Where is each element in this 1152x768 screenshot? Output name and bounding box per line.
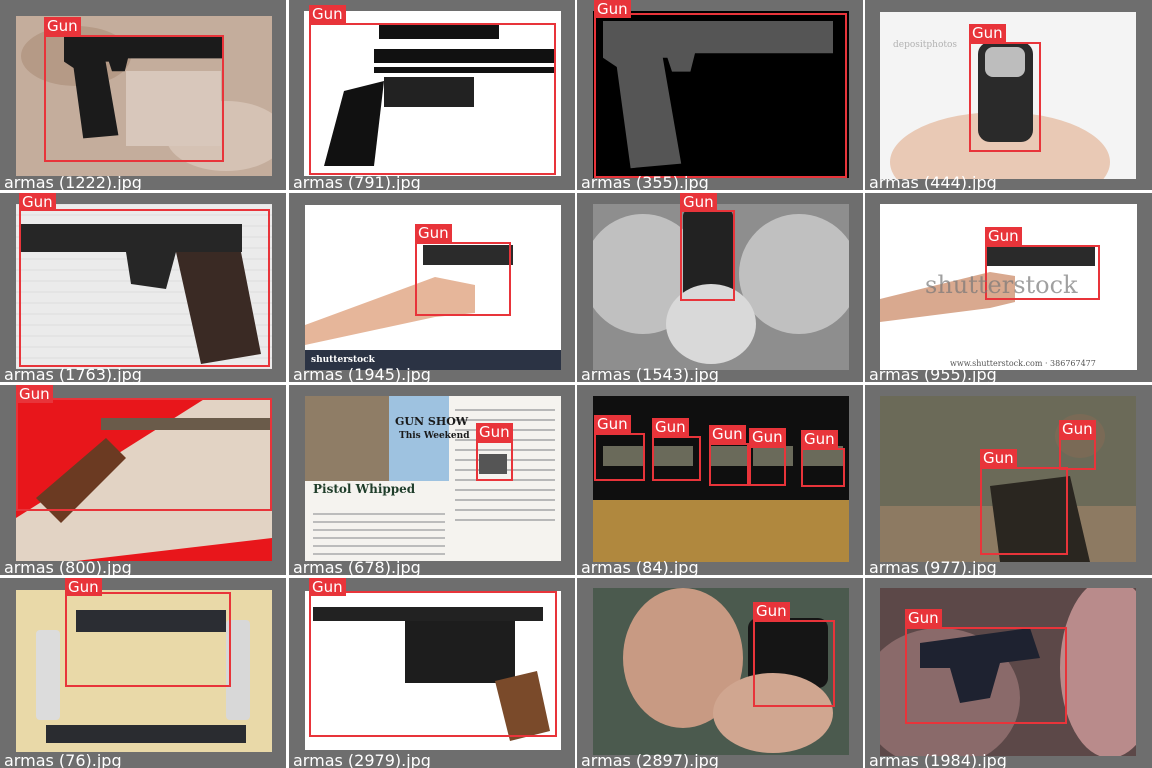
tile-filename: armas (76).jpg bbox=[4, 751, 122, 768]
image-tile[interactable]: Gun armas (678).jpg Pistol Whipped GUN SHOW… bbox=[289, 385, 575, 575]
pistol-shape bbox=[603, 21, 833, 169]
tile-filename: armas (355).jpg bbox=[581, 173, 709, 191]
tile-filename: armas (1763).jpg bbox=[4, 365, 142, 383]
detection-label: Gun bbox=[476, 423, 513, 441]
tile-filename: armas (444).jpg bbox=[869, 173, 997, 191]
tile-filename: armas (84).jpg bbox=[581, 558, 699, 576]
image-tile[interactable]: Gun Gun armas (977).jpg bbox=[865, 385, 1152, 575]
tile-filename: armas (2979).jpg bbox=[293, 751, 431, 768]
image-tile[interactable]: Gun armas (1222).jpg bbox=[0, 0, 286, 190]
detection-label: Gun bbox=[753, 602, 790, 620]
image-tile[interactable]: Gun armas (1763).jpg bbox=[0, 193, 286, 382]
image-tile[interactable]: Gun armas (800).jpg bbox=[0, 385, 286, 575]
image-tile[interactable]: Gun armas (1543).jpg bbox=[577, 193, 863, 382]
detection-label: Gun bbox=[680, 193, 717, 211]
shutterstock-watermark: shutterstock bbox=[311, 355, 375, 365]
detection-label: Gun bbox=[16, 385, 53, 403]
detection-label: Gun bbox=[652, 418, 689, 436]
detection-label: Gun bbox=[19, 193, 56, 211]
tile-photo bbox=[593, 588, 849, 755]
detection-label: Gun bbox=[980, 449, 1017, 467]
detection-label: Gun bbox=[594, 415, 631, 433]
shutterstock-url: www.shutterstock.com · 386767477 bbox=[950, 359, 1096, 368]
tile-filename: armas (1984).jpg bbox=[869, 751, 1007, 768]
tile-photo bbox=[880, 396, 1136, 562]
tile-photo bbox=[593, 204, 849, 370]
pistol-shape bbox=[64, 36, 224, 139]
sign-title: GUN SHOW bbox=[395, 415, 469, 428]
tile-photo bbox=[16, 16, 272, 176]
detection-label: Gun bbox=[709, 425, 746, 443]
magazine-headline: Pistol Whipped bbox=[313, 482, 416, 496]
detection-label: Gun bbox=[415, 224, 452, 242]
detection-label: Gun bbox=[1059, 420, 1096, 438]
tile-photo bbox=[880, 12, 1136, 179]
tile-filename: armas (1543).jpg bbox=[581, 365, 719, 383]
tile-filename: armas (678).jpg bbox=[293, 558, 421, 576]
image-tile[interactable]: Gun armas (2897).jpg bbox=[577, 578, 863, 768]
image-tile[interactable]: Gun armas (76).jpg bbox=[0, 578, 286, 768]
tile-filename: armas (2897).jpg bbox=[581, 751, 719, 768]
tile-filename: armas (791).jpg bbox=[293, 173, 421, 191]
tile-photo bbox=[304, 11, 561, 176]
image-tile[interactable]: Gun armas (1945).jpg shutterstock bbox=[289, 193, 575, 382]
depositphotos-watermark: depositphotos bbox=[893, 40, 958, 50]
image-tile[interactable]: Gun armas (955).jpg shutterstock www.shutte… bbox=[865, 193, 1152, 382]
image-tile[interactable]: Gun armas (355).jpg bbox=[577, 0, 863, 190]
image-tile[interactable]: Gun armas (2979).jpg bbox=[289, 578, 575, 768]
tile-filename: armas (1222).jpg bbox=[4, 173, 142, 191]
tile-photo bbox=[305, 591, 561, 750]
image-tile[interactable]: Gun armas (1984).jpg bbox=[865, 578, 1152, 768]
detection-label: Gun bbox=[905, 609, 942, 627]
tile-photo bbox=[593, 396, 849, 562]
image-tile[interactable]: Gun Gun Gun Gun Gun armas (84).jpg bbox=[577, 385, 863, 575]
tile-photo bbox=[16, 398, 272, 561]
tile-photo bbox=[16, 590, 272, 752]
sign-subtitle: This Weekend bbox=[399, 431, 470, 441]
detection-label: Gun bbox=[969, 24, 1006, 42]
detection-label: Gun bbox=[749, 428, 786, 446]
detection-label: Gun bbox=[44, 17, 81, 35]
tile-filename: armas (977).jpg bbox=[869, 558, 997, 576]
tile-filename: armas (1945).jpg bbox=[293, 365, 431, 383]
image-tile[interactable]: Gun armas (791).jpg bbox=[289, 0, 575, 190]
detection-label: Gun bbox=[985, 227, 1022, 245]
shutterstock-watermark: shutterstock bbox=[925, 271, 1078, 299]
tile-photo bbox=[305, 396, 561, 561]
detection-label: Gun bbox=[594, 0, 631, 18]
detection-label: Gun bbox=[801, 430, 838, 448]
tile-filename: armas (800).jpg bbox=[4, 558, 132, 576]
image-tile[interactable]: Gun armas (444).jpg depositphotos bbox=[865, 0, 1152, 190]
tile-photo bbox=[16, 204, 272, 369]
detection-label: Gun bbox=[309, 5, 346, 23]
detection-label: Gun bbox=[65, 578, 102, 596]
tile-photo bbox=[593, 11, 849, 178]
detection-label: Gun bbox=[309, 578, 346, 596]
tile-filename: armas (955).jpg bbox=[869, 365, 997, 383]
